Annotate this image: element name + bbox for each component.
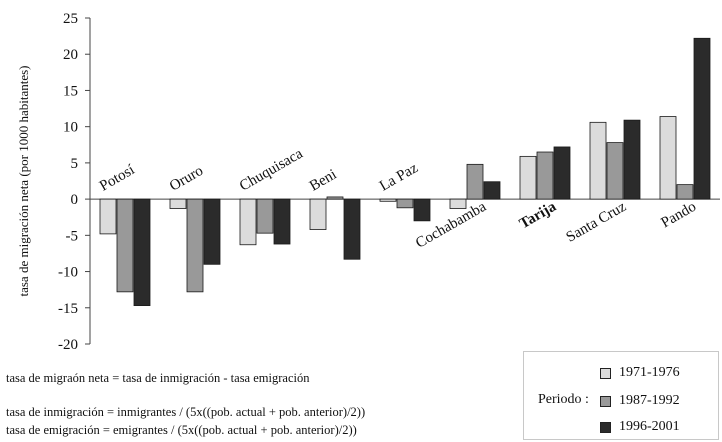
y-tick-label: 10 (63, 120, 78, 136)
category-label-0: Potosí (97, 162, 137, 195)
bar-1987-1992-3 (326, 196, 344, 200)
legend-item-1996-2001: 1996-2001 (600, 418, 680, 436)
bar-1996-2001-7 (623, 119, 641, 200)
category-label-8: Pando (659, 199, 699, 232)
bar-1971-1976-0 (99, 198, 117, 235)
axes: -20 -15 -10 -5 0 5 10 15 20 25 tasa de migración n… (16, 11, 720, 350)
bar-1996-2001-2 (273, 198, 291, 245)
bar-1987-1992-2 (256, 198, 274, 234)
category-label-2: Chuquisaca (237, 146, 306, 195)
bar-chart: -20 -15 -10 -5 0 5 10 15 20 25 tasa de migración n… (16, 11, 720, 350)
bar-1996-2001-6 (553, 146, 571, 200)
bars (99, 37, 711, 307)
legend-swatch-1987-1992 (600, 395, 611, 407)
note-immigration-rate: tasa de inmigración = inmigrantes / (5x(… (6, 405, 366, 419)
legend-swatch-1971-1976 (600, 367, 611, 379)
bar-1987-1992-4 (396, 198, 414, 209)
legend: Periodo : 1971-1976 1987-1992 1996-2001 (523, 351, 719, 440)
bar-1971-1976-3 (309, 198, 327, 230)
bar-1971-1976-6 (519, 155, 537, 200)
y-axis-label: tasa de migración neta (por 1000 habitan… (16, 65, 31, 296)
legend-label-1996-2001: 1996-2001 (619, 419, 680, 434)
note-net-migration: tasa de migraón neta = tasa de inmigraci… (6, 371, 310, 385)
bar-1996-2001-8 (693, 37, 711, 200)
y-tick-label: 5 (71, 156, 79, 172)
category-label-7: Santa Cruz (564, 199, 630, 246)
legend-title: Periodo : (538, 392, 589, 407)
legend-label-1971-1976: 1971-1976 (619, 365, 680, 380)
category-label-4: La Paz (377, 160, 421, 195)
bar-1987-1992-7 (606, 142, 624, 200)
note-emigration-rate: tasa de emigración = emigrantes / (5x((p… (6, 423, 357, 437)
category-label-6: Tarija (517, 198, 560, 232)
bar-1996-2001-4 (413, 198, 431, 222)
bar-1987-1992-0 (116, 198, 134, 293)
bar-1971-1976-4 (379, 198, 397, 202)
y-tick-label: -15 (58, 301, 78, 317)
y-tick-label: -5 (66, 228, 79, 244)
y-tick-label: 20 (63, 47, 78, 63)
bar-1996-2001-1 (203, 198, 221, 265)
bar-1971-1976-1 (169, 198, 187, 209)
bar-1987-1992-8 (676, 184, 694, 200)
bar-1996-2001-0 (133, 198, 151, 307)
legend-item-1987-1992: 1987-1992 (600, 392, 680, 410)
y-tick-label: 25 (63, 11, 78, 27)
category-label-3: Beni (307, 167, 340, 195)
bar-1987-1992-6 (536, 151, 554, 200)
bar-1996-2001-3 (343, 198, 361, 260)
bar-1971-1976-8 (659, 116, 677, 200)
category-label-1: Oruro (167, 163, 206, 195)
legend-label-1987-1992: 1987-1992 (619, 393, 680, 408)
y-tick-label: -20 (58, 337, 78, 350)
legend-item-1971-1976: 1971-1976 (600, 364, 680, 382)
bar-1987-1992-5 (466, 163, 484, 200)
y-tick-label: 0 (71, 192, 79, 208)
legend-swatch-1996-2001 (600, 421, 611, 433)
bar-1971-1976-5 (449, 198, 467, 209)
bar-1987-1992-1 (186, 198, 204, 293)
bar-1996-2001-5 (483, 181, 501, 200)
bar-1971-1976-2 (239, 198, 257, 246)
bar-1971-1976-7 (589, 121, 607, 200)
y-tick-label: -10 (58, 265, 78, 281)
y-tick-label: 15 (63, 83, 78, 99)
